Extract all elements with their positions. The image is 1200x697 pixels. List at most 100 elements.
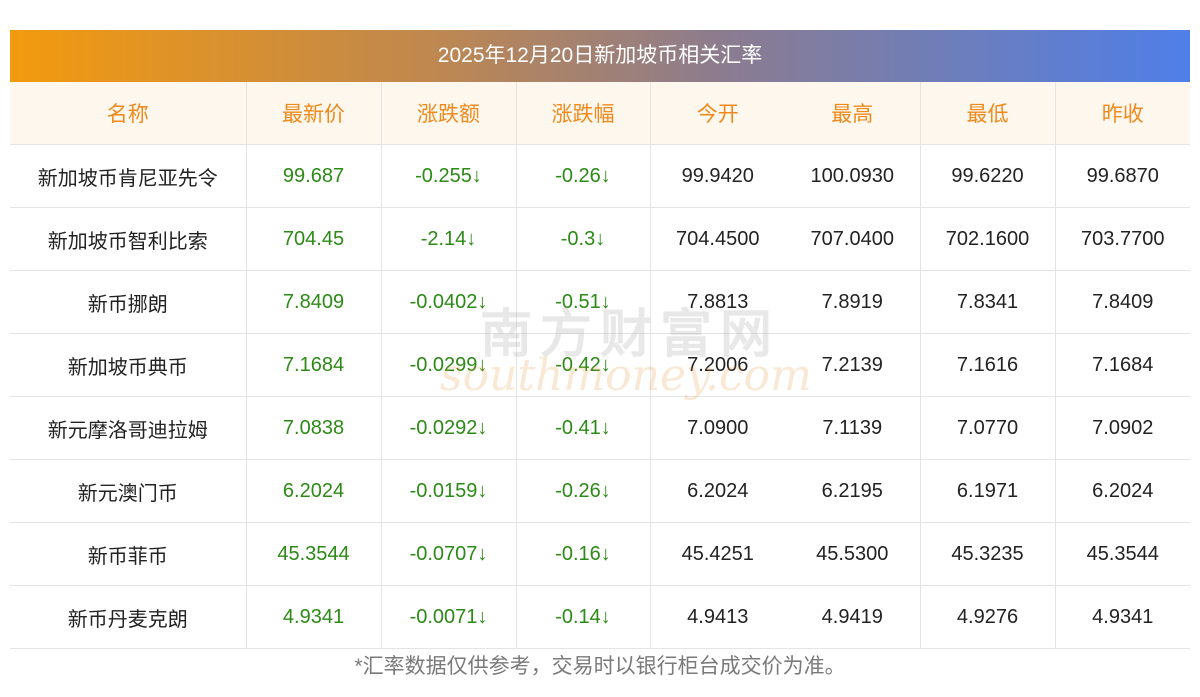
down-arrow-icon: ↓: [600, 542, 611, 565]
cell-low: 6.1971: [920, 459, 1056, 523]
col-header-prev: 昨收: [1055, 82, 1190, 145]
down-arrow-icon: ↓: [595, 227, 606, 250]
table-row: 新加坡币典币 7.1684 -0.0299↓ -0.42↓ 7.2006 7.2139 7.…: [10, 333, 1190, 397]
cell-open: 6.2024: [650, 459, 785, 523]
cell-high: 6.2195: [785, 459, 921, 523]
cell-low-value: 7.0770: [956, 416, 1019, 439]
cell-low-value: 45.3235: [951, 542, 1024, 565]
down-arrow-icon: ↓: [477, 290, 488, 313]
cell-pct-value: -0.51: [555, 290, 601, 313]
cell-low: 702.1600: [920, 207, 1056, 271]
cell-high: 7.2139: [785, 333, 921, 397]
cell-latest: 7.0838: [246, 396, 382, 460]
cell-change: -0.0402↓: [381, 270, 517, 334]
cell-latest-value: 7.8409: [282, 290, 345, 313]
cell-low: 45.3235: [920, 522, 1056, 586]
cell-prev-value: 45.3544: [1086, 542, 1159, 565]
cell-name: 新币挪朗: [10, 270, 247, 334]
disclaimer-footnote: *汇率数据仅供参考，交易时以银行柜台成交价为准。: [354, 655, 846, 678]
cell-change: -0.0299↓: [381, 333, 517, 397]
cell-pct: -0.26↓: [516, 144, 651, 208]
cell-open: 7.0900: [650, 396, 785, 460]
col-header-high: 最高: [785, 82, 921, 145]
cell-name-value: 新加坡币肯尼亚先令: [37, 167, 218, 190]
cell-open-value: 7.8813: [687, 290, 749, 313]
cell-low-value: 4.9276: [956, 605, 1019, 628]
cell-low: 4.9276: [920, 585, 1056, 649]
cell-name-value: 新币挪朗: [87, 293, 168, 316]
cell-name-value: 新元澳门币: [77, 482, 178, 505]
cell-change-value: -2.14: [420, 227, 467, 250]
cell-latest: 7.1684: [246, 333, 382, 397]
down-arrow-icon: ↓: [471, 164, 482, 187]
cell-low: 99.6220: [920, 144, 1056, 208]
cell-pct-value: -0.16: [555, 542, 601, 565]
cell-change-value: -0.0299: [409, 353, 478, 376]
cell-open-value: 7.0900: [687, 416, 749, 439]
cell-open: 99.9420: [650, 144, 785, 208]
cell-latest: 4.9341: [246, 585, 382, 649]
cell-high: 100.0930: [785, 144, 921, 208]
cell-latest-value: 7.1684: [282, 353, 345, 376]
cell-latest-value: 704.45: [282, 227, 345, 250]
down-arrow-icon: ↓: [600, 605, 611, 628]
cell-change-value: -0.0707: [409, 542, 478, 565]
table-title: 2025年12月20日新加坡币相关汇率: [10, 30, 1190, 82]
cell-high-value: 7.1139: [822, 416, 883, 439]
cell-prev-value: 6.2024: [1092, 479, 1154, 502]
cell-change: -0.0159↓: [381, 459, 517, 523]
cell-open-value: 45.4251: [681, 542, 754, 565]
cell-high-value: 45.5300: [816, 542, 889, 565]
table-row: 新币菲币 45.3544 -0.0707↓ -0.16↓ 45.4251 45.5300 4…: [10, 522, 1190, 586]
cell-open: 7.2006: [650, 333, 785, 397]
cell-prev-value: 7.0902: [1092, 416, 1154, 439]
down-arrow-icon: ↓: [600, 353, 611, 376]
cell-pct: -0.26↓: [516, 459, 651, 523]
cell-open: 704.4500: [650, 207, 785, 271]
cell-low-value: 7.1616: [956, 353, 1019, 376]
cell-high-value: 100.0930: [810, 164, 894, 187]
down-arrow-icon: ↓: [600, 416, 611, 439]
cell-change-value: -0.0402: [409, 290, 478, 313]
cell-open: 7.8813: [650, 270, 785, 334]
col-header-name: 名称: [10, 82, 247, 145]
cell-open-value: 4.9413: [687, 605, 749, 628]
cell-prev: 7.8409: [1055, 270, 1190, 334]
cell-open-value: 704.4500: [676, 227, 760, 250]
down-arrow-icon: ↓: [477, 479, 488, 502]
cell-change: -2.14↓: [381, 207, 517, 271]
cell-prev-value: 4.9341: [1092, 605, 1154, 628]
cell-high-value: 7.8919: [821, 290, 883, 313]
cell-high-value: 7.2139: [821, 353, 883, 376]
cell-pct: -0.51↓: [516, 270, 651, 334]
down-arrow-icon: ↓: [466, 227, 477, 250]
cell-low-value: 6.1971: [956, 479, 1019, 502]
down-arrow-icon: ↓: [477, 542, 488, 565]
cell-high: 7.1139: [785, 396, 921, 460]
cell-high: 7.8919: [785, 270, 921, 334]
cell-low: 7.8341: [920, 270, 1056, 334]
cell-latest: 7.8409: [246, 270, 382, 334]
col-header-open: 今开: [650, 82, 785, 145]
cell-change-value: -0.0159: [409, 479, 478, 502]
cell-prev-value: 703.7700: [1081, 227, 1165, 250]
cell-name-value: 新元摩洛哥迪拉姆: [47, 419, 208, 442]
cell-pct: -0.42↓: [516, 333, 651, 397]
down-arrow-icon: ↓: [600, 290, 611, 313]
cell-latest: 704.45: [246, 207, 382, 271]
cell-pct-value: -0.14: [555, 605, 601, 628]
col-header-low: 最低: [920, 82, 1056, 145]
table-header-row: 名称 最新价 涨跌额 涨跌幅 今开 最高 最低 昨收: [10, 82, 1190, 145]
cell-prev-value: 7.8409: [1092, 290, 1154, 313]
cell-change-value: -0.0292: [409, 416, 478, 439]
cell-change: -0.0071↓: [381, 585, 517, 649]
cell-high-value: 4.9419: [821, 605, 883, 628]
cell-latest-value: 45.3544: [277, 542, 350, 565]
down-arrow-icon: ↓: [600, 479, 611, 502]
cell-high: 45.5300: [785, 522, 921, 586]
cell-change: -0.0292↓: [381, 396, 517, 460]
col-header-change: 涨跌额: [381, 82, 517, 145]
table-row: 新加坡币肯尼亚先令 99.687 -0.255↓ -0.26↓ 99.9420 100.0…: [10, 144, 1190, 208]
cell-change-value: -0.0071: [409, 605, 478, 628]
cell-pct-value: -0.26: [555, 164, 601, 187]
